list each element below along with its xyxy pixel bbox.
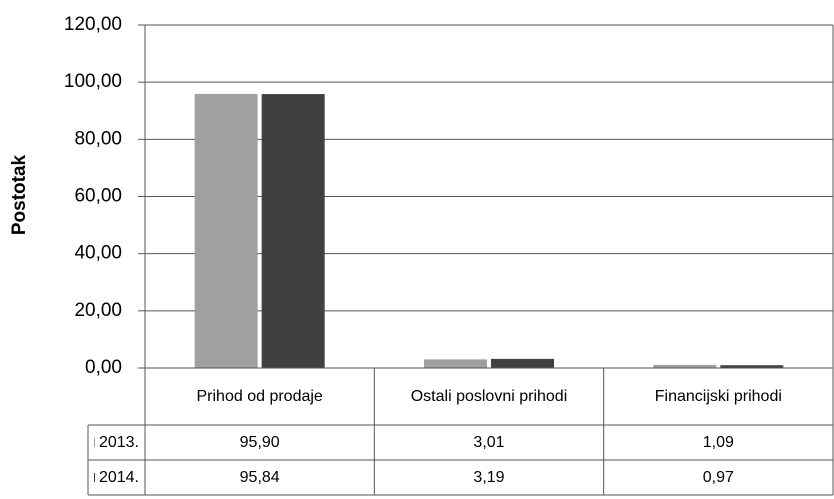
y-axis-label: Postotak: [9, 154, 30, 235]
legend-label: 2013.: [98, 433, 139, 451]
legend-entry: 2013.: [88, 425, 145, 460]
y-tick-label: 40,00: [74, 243, 122, 264]
data-label: 3,19: [473, 468, 505, 486]
bar: [194, 93, 258, 368]
data-label: 0,97: [702, 468, 734, 486]
bar: [720, 365, 784, 368]
legend-swatch: [94, 473, 95, 482]
legend-entry: 2014.: [88, 460, 145, 495]
bar: [261, 94, 325, 368]
y-tick-label: 100,00: [64, 71, 122, 92]
data-label: 1,09: [702, 433, 734, 451]
data-label: 95,84: [239, 468, 280, 486]
y-tick-label: 20,00: [74, 300, 122, 321]
y-tick-label: 60,00: [74, 186, 122, 207]
bar: [653, 364, 717, 368]
legend-label: 2014.: [98, 468, 139, 486]
data-label: 95,90: [239, 433, 280, 451]
y-tick-label: 0,00: [85, 357, 122, 378]
x-tick-label: Financijski prihodi: [654, 387, 782, 405]
x-tick-label: Ostali poslovni prihodi: [410, 387, 568, 405]
bar: [491, 358, 554, 368]
x-tick-label: Prihod od prodaje: [196, 387, 323, 405]
data-label: 3,01: [473, 433, 505, 451]
y-tick-label: 80,00: [74, 128, 122, 149]
y-tick-label: 120,00: [64, 14, 122, 35]
bar: [424, 359, 487, 368]
legend-swatch: [94, 438, 95, 447]
